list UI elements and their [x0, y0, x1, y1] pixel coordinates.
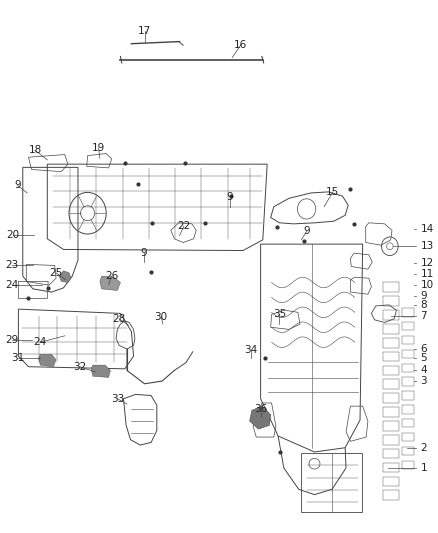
- Text: 23: 23: [6, 261, 19, 270]
- Text: 14: 14: [420, 224, 434, 234]
- Text: 24: 24: [34, 337, 47, 347]
- Text: 32: 32: [73, 362, 86, 372]
- Text: 16: 16: [234, 40, 247, 50]
- Polygon shape: [59, 271, 71, 282]
- Text: 9: 9: [303, 227, 310, 236]
- Text: 9: 9: [140, 248, 147, 257]
- Text: 17: 17: [138, 26, 151, 36]
- Text: 31: 31: [11, 353, 24, 363]
- Text: 12: 12: [420, 258, 434, 268]
- Text: 26: 26: [105, 271, 118, 281]
- Text: 33: 33: [111, 394, 124, 403]
- Text: 2: 2: [420, 443, 427, 453]
- Text: 9: 9: [420, 291, 427, 301]
- Text: 20: 20: [7, 230, 20, 239]
- Text: 7: 7: [420, 311, 427, 321]
- Polygon shape: [100, 276, 120, 290]
- Text: 8: 8: [420, 300, 427, 310]
- Text: 34: 34: [244, 345, 257, 354]
- Text: 29: 29: [6, 335, 19, 345]
- Text: 9: 9: [14, 181, 21, 190]
- Text: 4: 4: [420, 366, 427, 375]
- Text: 5: 5: [420, 353, 427, 363]
- Polygon shape: [91, 365, 110, 377]
- Text: 11: 11: [420, 270, 434, 279]
- Text: 24: 24: [6, 280, 19, 290]
- Text: 15: 15: [326, 187, 339, 197]
- Text: 9: 9: [226, 192, 233, 202]
- Text: 28: 28: [113, 314, 126, 324]
- Text: 13: 13: [420, 241, 434, 251]
- Text: 30: 30: [155, 312, 168, 321]
- Polygon shape: [250, 406, 271, 429]
- Polygon shape: [39, 354, 56, 367]
- Text: 18: 18: [28, 146, 42, 155]
- Text: 6: 6: [420, 344, 427, 354]
- Text: 36: 36: [254, 405, 267, 414]
- Text: 1: 1: [420, 463, 427, 473]
- Text: 3: 3: [420, 376, 427, 385]
- Text: 19: 19: [92, 143, 105, 153]
- Text: 25: 25: [49, 268, 63, 278]
- Text: 35: 35: [273, 310, 286, 319]
- Text: 10: 10: [420, 280, 434, 290]
- Text: 22: 22: [177, 221, 191, 231]
